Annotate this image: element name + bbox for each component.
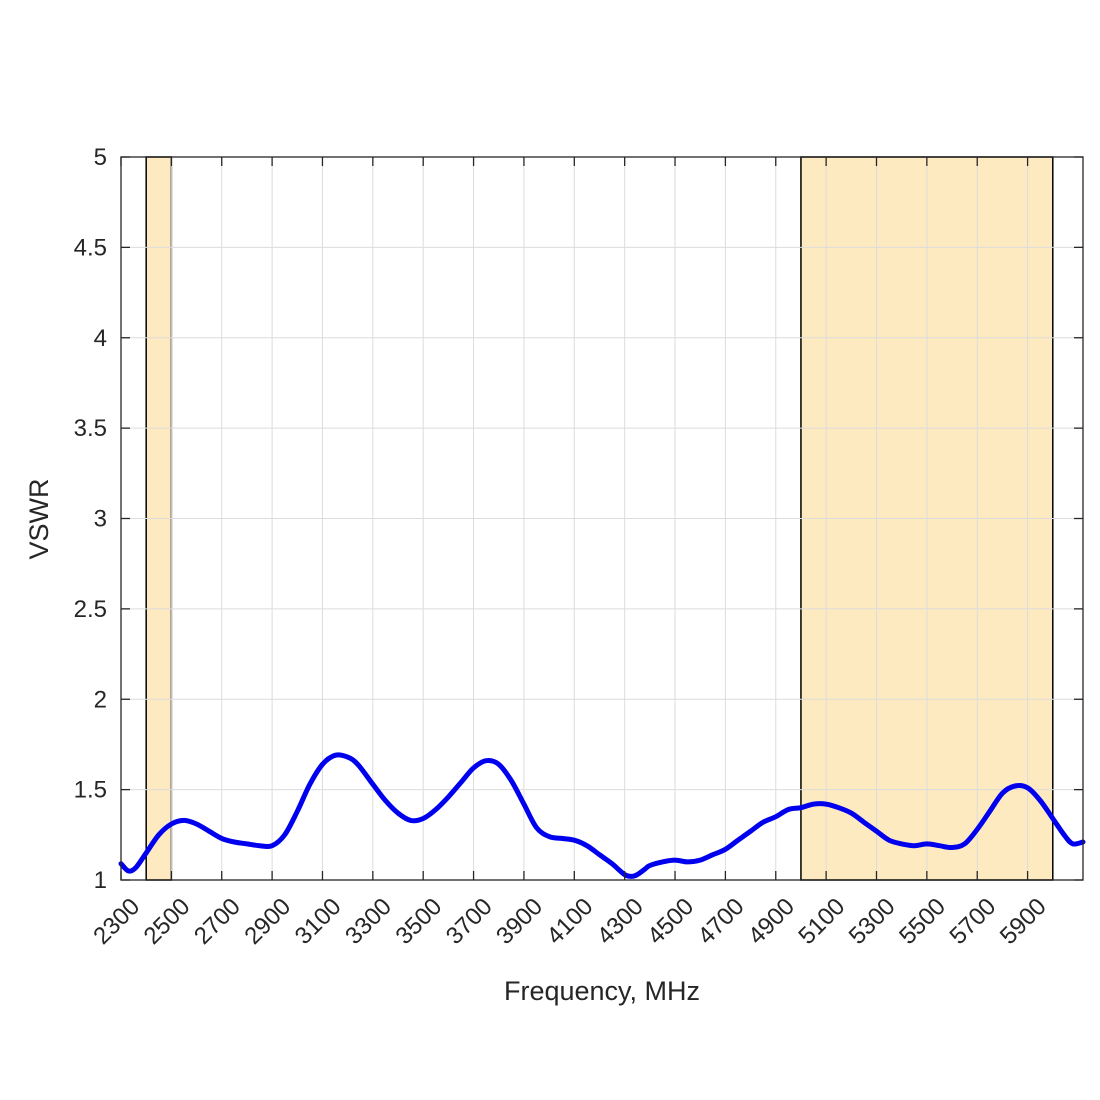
y-tick-label: 5 — [94, 144, 107, 171]
y-tick-label: 1.5 — [74, 777, 107, 804]
y-axis-title: VSWR — [24, 479, 54, 560]
x-tick-label: 3500 — [390, 893, 447, 950]
x-tick-label: 5100 — [793, 893, 850, 950]
x-tick-label: 3700 — [441, 893, 498, 950]
x-tick-label: 4100 — [542, 893, 599, 950]
vswr-series-line — [118, 752, 1086, 879]
x-tick-label: 3900 — [491, 893, 548, 950]
y-tick-label: 2 — [94, 686, 107, 713]
x-tick-label: 5700 — [945, 893, 1002, 950]
y-tick-label: 2.5 — [74, 596, 107, 623]
x-tick-label: 3100 — [290, 893, 347, 950]
x-tick-label: 2300 — [88, 893, 145, 950]
x-tick-label: 5900 — [995, 893, 1052, 950]
x-tick-label: 4700 — [693, 893, 750, 950]
x-tick-label: 4500 — [642, 893, 699, 950]
x-tick-label: 2700 — [189, 893, 246, 950]
x-tick-label: 5500 — [894, 893, 951, 950]
grid — [120, 156, 1083, 881]
y-tick-label: 4 — [94, 325, 107, 352]
x-tick-label: 4300 — [592, 893, 649, 950]
x-tick-label: 4900 — [743, 893, 800, 950]
y-tick-label: 4.5 — [74, 234, 107, 261]
x-tick-label: 2500 — [139, 893, 196, 950]
y-tick-labels: 1 1.5 2 2.5 3 3.5 4 4.5 5 — [74, 144, 107, 894]
series-layer — [118, 752, 1086, 879]
y-tick-label: 3.5 — [74, 415, 107, 442]
y-tick-label: 3 — [94, 506, 107, 533]
x-axis-title: Frequency, MHz — [504, 976, 700, 1006]
x-tick-label: 2900 — [239, 893, 296, 950]
y-tick-label: 1 — [94, 867, 107, 894]
x-tick-label: 3300 — [340, 893, 397, 950]
tick-marks — [120, 156, 1083, 881]
x-tick-label: 5300 — [844, 893, 901, 950]
x-tick-labels: 2300250027002900310033003500370039004100… — [88, 893, 1051, 950]
